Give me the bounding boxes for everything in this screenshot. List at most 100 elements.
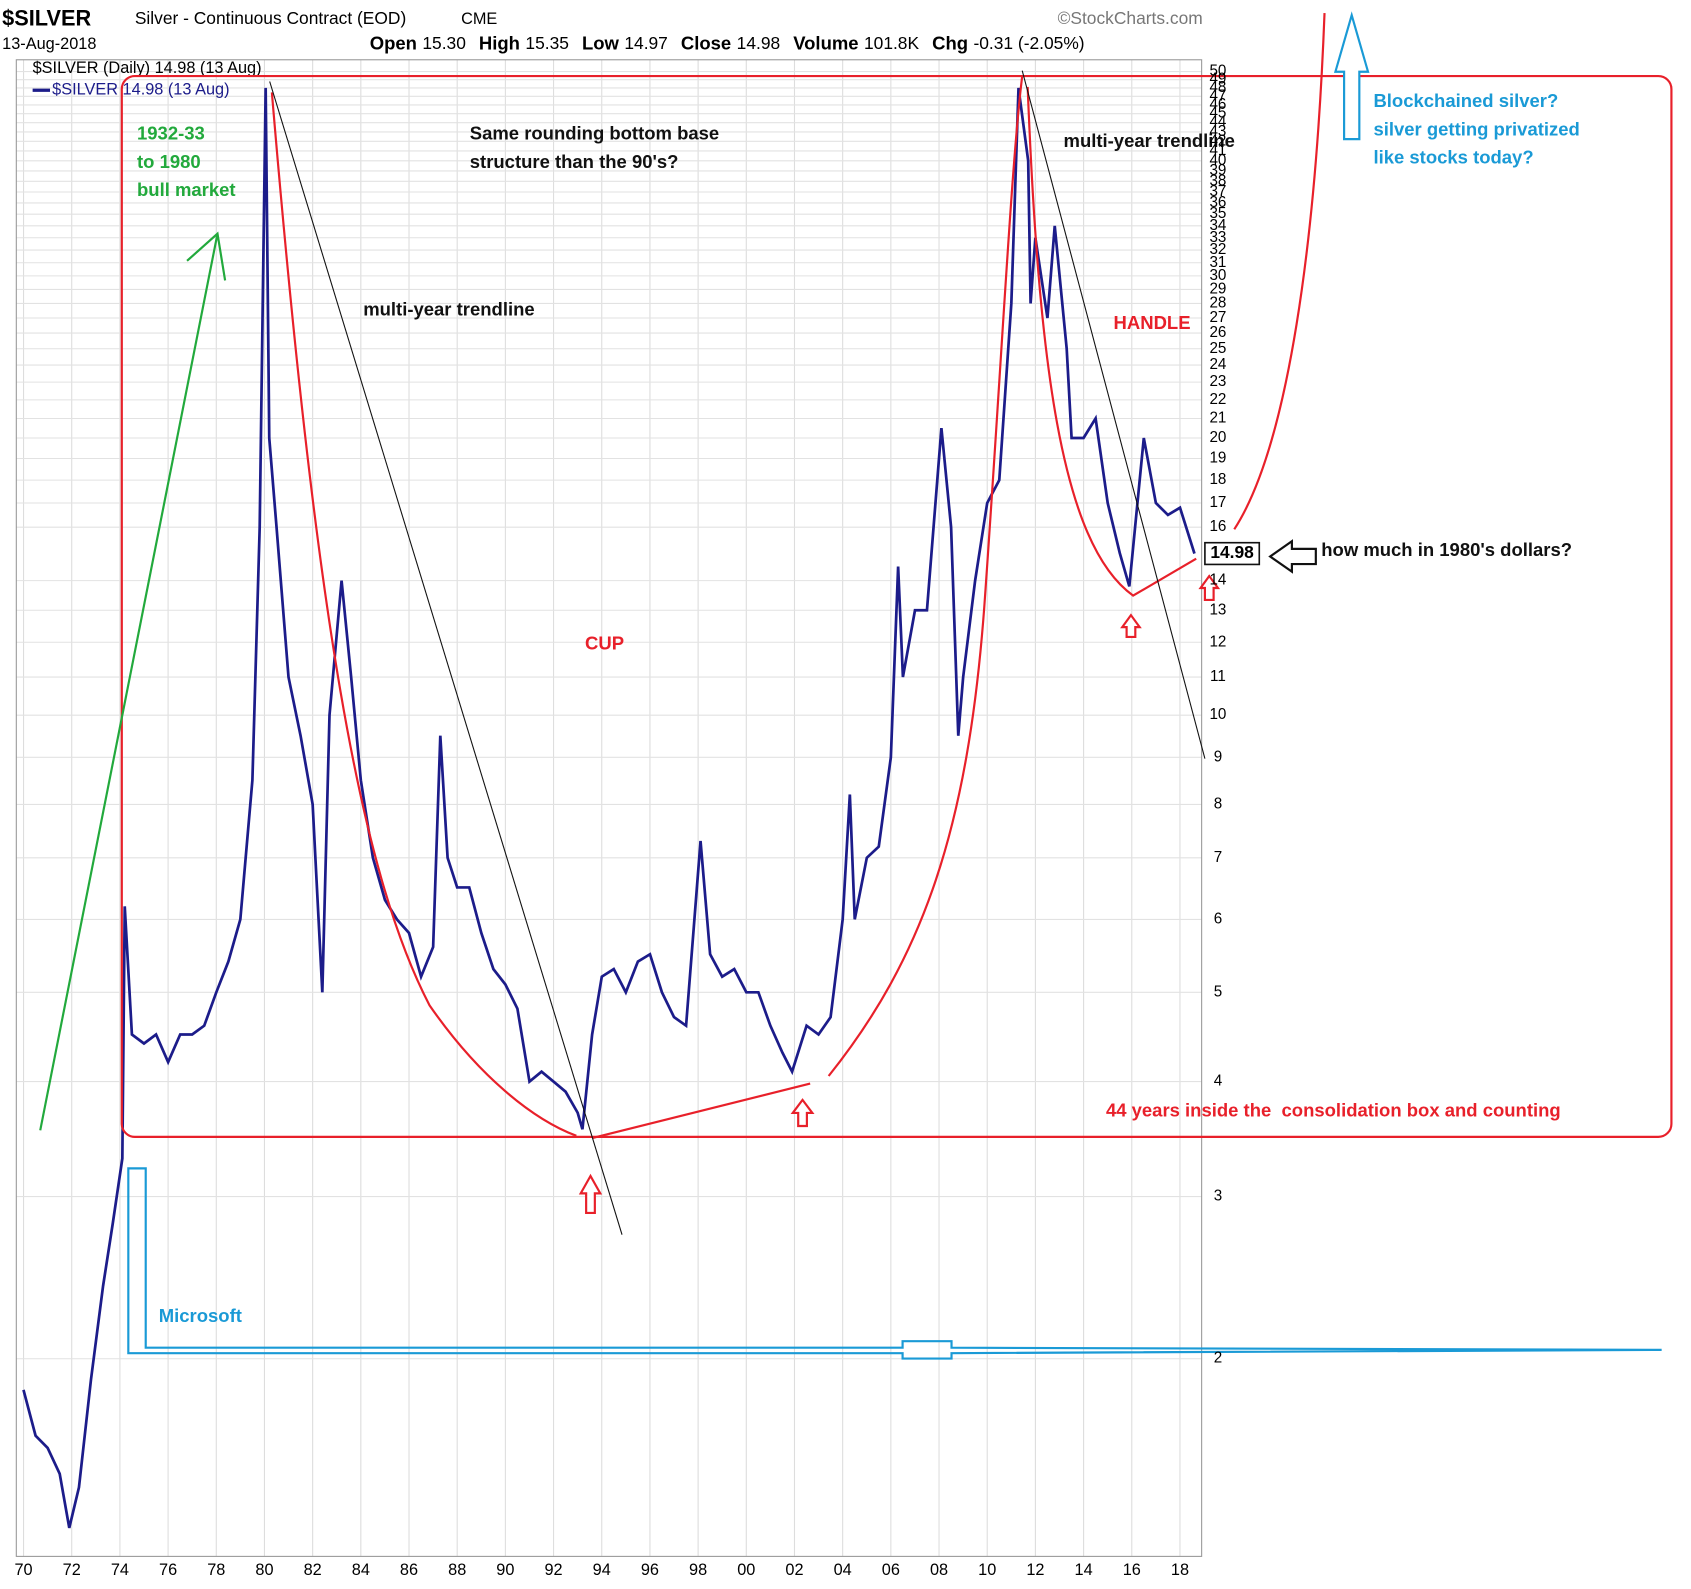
x-tick-label: 78 — [207, 1561, 225, 1579]
annotation-shapes — [39, 11, 1673, 1360]
annotation: Microsoft — [159, 1305, 242, 1326]
y-tick-label: 49 — [1209, 71, 1226, 88]
y-tick-label: 2 — [1214, 1350, 1222, 1367]
y-tick-label: 33 — [1209, 229, 1226, 246]
y-tick-label: 32 — [1209, 241, 1226, 258]
y-tick-label: 3 — [1214, 1188, 1222, 1205]
x-tick-label: 94 — [593, 1561, 611, 1579]
y-tick-label: 26 — [1209, 324, 1226, 341]
annotation: 44 years inside the consolidation box an… — [1106, 1100, 1561, 1121]
arrow — [1333, 11, 1370, 141]
x-tick-label: 70 — [14, 1561, 32, 1579]
y-tick-label: 34 — [1209, 217, 1226, 234]
y-tick-label: 13 — [1209, 601, 1226, 618]
arrow — [578, 1173, 603, 1215]
source: ©StockCharts.com — [1058, 8, 1203, 28]
bull-arrowhead — [186, 231, 227, 281]
cup-left — [270, 92, 577, 1137]
x-tick-label: 86 — [400, 1561, 418, 1579]
last-value-box — [1204, 541, 1261, 566]
x-tick-label: 90 — [496, 1561, 514, 1579]
annotation: Same rounding bottom base — [470, 123, 719, 144]
y-tick-label: 5 — [1214, 983, 1222, 1000]
y-tick-label: 27 — [1209, 309, 1226, 326]
x-tick-label: 92 — [544, 1561, 562, 1579]
y-tick-label: 16 — [1209, 518, 1226, 535]
x-tick-label: 96 — [641, 1561, 659, 1579]
x-tick-label: 72 — [63, 1561, 81, 1579]
plot-frame — [15, 59, 1203, 1557]
annotation: multi-year trendline — [1064, 130, 1235, 151]
quote-value: 15.35 — [525, 33, 568, 53]
trendline — [269, 81, 623, 1235]
y-tick-label: 6 — [1214, 910, 1222, 927]
annotation: how much in 1980's dollars? — [1321, 539, 1572, 560]
base-line — [592, 1082, 811, 1140]
y-tick-label: 21 — [1209, 410, 1226, 427]
legend-entry: $SILVER 14.98 (13 Aug) — [52, 81, 229, 99]
breakout-curve — [1233, 13, 1326, 530]
subtitle: Silver - Continuous Contract (EOD) — [135, 8, 406, 28]
x-tick-label: 12 — [1026, 1561, 1044, 1579]
y-tick-label: 44 — [1209, 114, 1226, 131]
y-tick-label: 38 — [1209, 172, 1226, 189]
annotation: structure than the 90's? — [470, 151, 679, 172]
y-tick-label: 48 — [1209, 79, 1226, 96]
last-value-label: 14.98 — [1210, 542, 1254, 562]
arrow — [790, 1098, 815, 1128]
quote-value: 14.98 — [737, 33, 780, 53]
x-tick-label: 16 — [1123, 1561, 1141, 1579]
grid — [16, 59, 1202, 1557]
y-tick-label: 8 — [1214, 795, 1222, 812]
quote-label: Low — [582, 32, 620, 53]
annotations: 1932-33 to 1980 bull market Same rounding b… — [137, 90, 1580, 1326]
y-tick-label: 7 — [1214, 849, 1222, 866]
x-tick-label: 04 — [834, 1561, 852, 1579]
y-tick-label: 40 — [1209, 152, 1226, 169]
quote-value: 15.30 — [422, 33, 465, 53]
y-tick-label: 23 — [1209, 373, 1226, 390]
x-tick-label: 84 — [352, 1561, 370, 1579]
y-tick-label: 50 — [1209, 63, 1226, 80]
y-tick-label: 20 — [1209, 429, 1226, 446]
y-tick-label: 10 — [1209, 706, 1226, 723]
quote-value: 14.97 — [624, 33, 667, 53]
arrow — [1198, 574, 1221, 602]
y-tick-label: 47 — [1209, 87, 1226, 104]
price-line — [22, 87, 1196, 1529]
y-tick-label: 22 — [1209, 391, 1226, 408]
trendline — [1021, 70, 1206, 759]
cup-right — [827, 75, 1024, 1077]
x-tick-label: 88 — [448, 1561, 466, 1579]
annotation: CUP — [585, 632, 624, 653]
y-tick-label: 28 — [1209, 294, 1226, 311]
annotation: Blockchained silver? — [1373, 90, 1558, 111]
annotation: HANDLE — [1114, 312, 1191, 333]
y-tick-label: 11 — [1210, 668, 1226, 685]
symbol: $SILVER — [2, 5, 91, 30]
y-tick-label: 9 — [1214, 748, 1222, 765]
quote-value: 101.8K — [864, 33, 919, 53]
y-tick-label: 30 — [1209, 267, 1226, 284]
y-tick-label: 45 — [1209, 105, 1226, 122]
y-tick-label: 29 — [1209, 280, 1226, 297]
y-tick-label: 36 — [1209, 194, 1226, 211]
arrow — [1268, 539, 1317, 574]
y-tick-label: 14 — [1209, 572, 1226, 589]
y-tick-label: 24 — [1209, 356, 1226, 373]
y-tick-label: 12 — [1209, 633, 1226, 650]
y-tick-label: 31 — [1209, 254, 1226, 271]
handle — [1026, 86, 1197, 597]
x-tick-label: 14 — [1075, 1561, 1093, 1579]
annotation: multi-year trendline — [363, 299, 534, 320]
y-tick-label: 4 — [1214, 1073, 1223, 1090]
y-tick-label: 39 — [1209, 162, 1226, 179]
quote-label: Open — [370, 32, 417, 53]
y-tick-label: 17 — [1209, 494, 1226, 511]
y-tick-label: 41 — [1209, 142, 1226, 159]
x-tick-label: 76 — [159, 1561, 177, 1579]
y-tick-label: 18 — [1209, 471, 1226, 488]
quote-label: Close — [681, 32, 731, 53]
